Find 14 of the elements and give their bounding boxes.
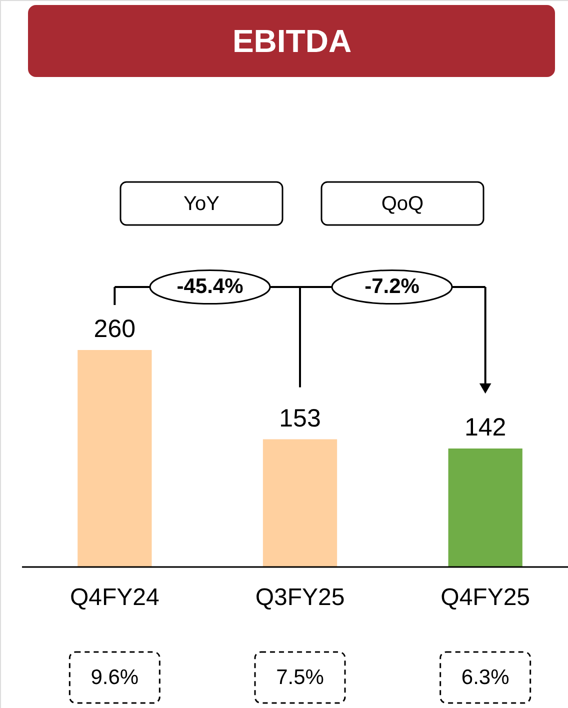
data-label: 153 (279, 404, 321, 432)
data-label: 142 (464, 413, 506, 442)
text: YoY (184, 193, 220, 215)
data-label: 260 (94, 315, 136, 343)
text: QoQ (381, 193, 424, 215)
text: 7.5% (276, 666, 324, 689)
x-tick-label: Q4FY25 (440, 584, 530, 611)
text: 9.6% (90, 666, 139, 689)
x-tick-label: Q4FY24 (70, 584, 160, 611)
chart-title: EBITDA (232, 23, 352, 59)
text: -45.4% (176, 275, 244, 298)
text: -7.2% (364, 275, 420, 298)
x-tick-label: Q3FY25 (255, 584, 345, 611)
text: 6.3% (461, 666, 510, 689)
